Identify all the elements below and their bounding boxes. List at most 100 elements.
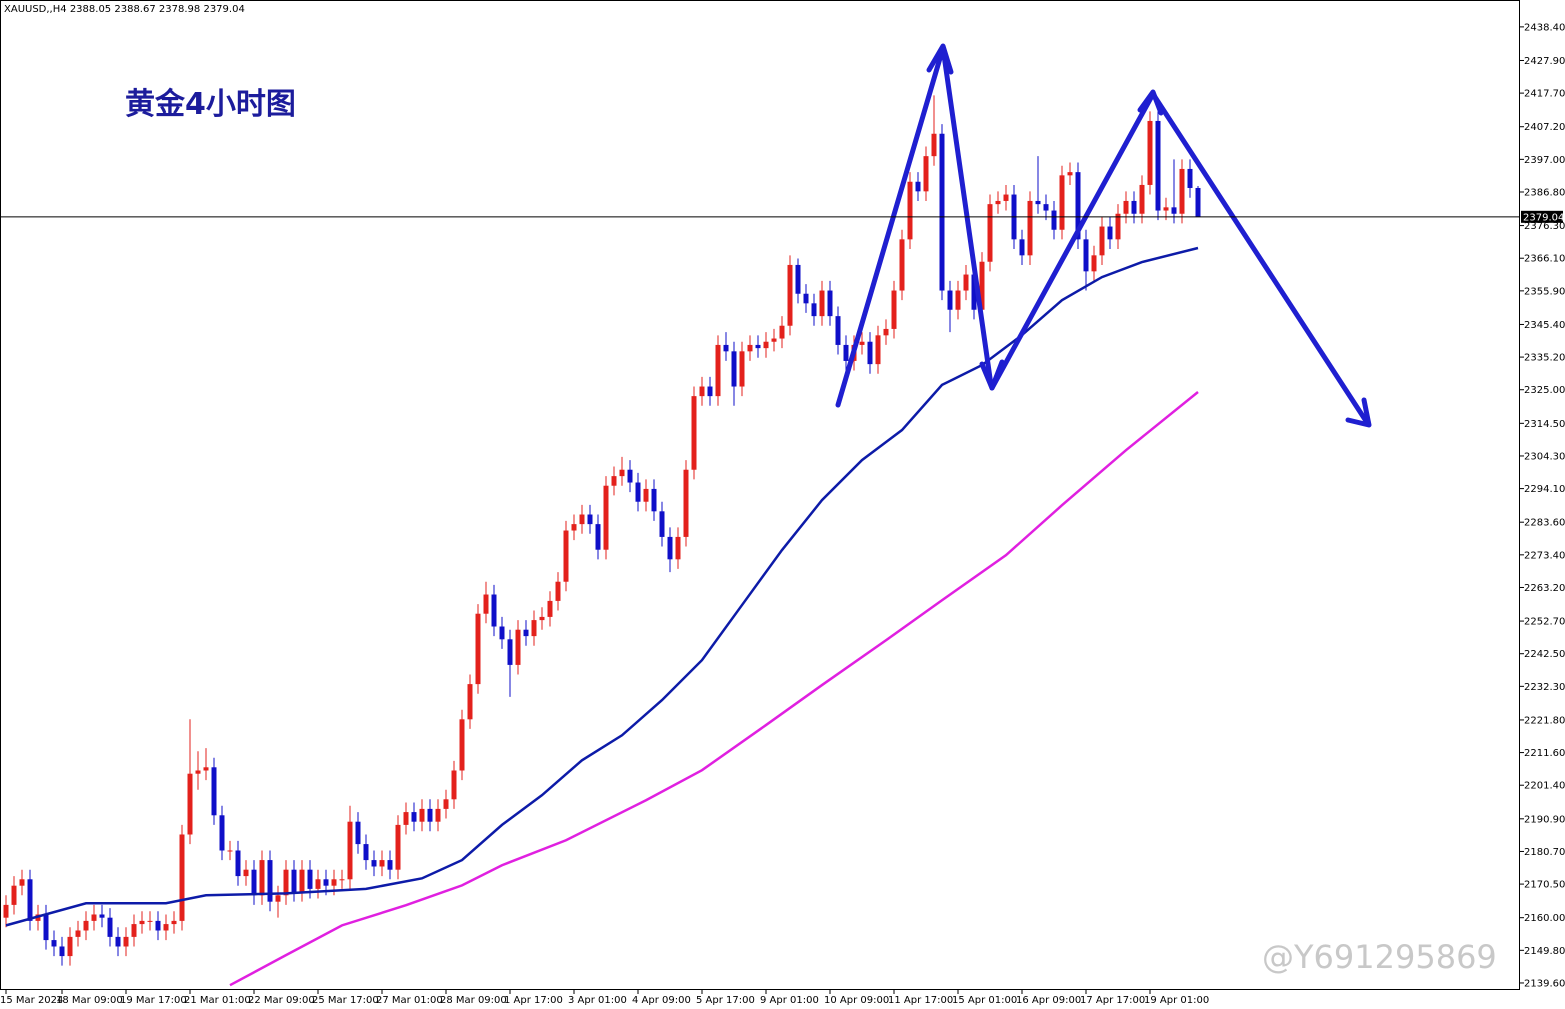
candle-body [1091,255,1097,272]
candle-body [923,156,929,192]
candle-body [595,524,601,550]
candle-body [395,824,401,870]
x-tick-label: 27 Mar 01:00 [376,995,443,1006]
candle-body [907,181,913,240]
candle-body [227,850,233,852]
candle-body [291,869,297,893]
candle-body [931,133,937,157]
candle-body [419,808,425,822]
candle-body [275,895,281,902]
y-tick-label: 2397.00 [1524,155,1565,166]
x-tick-label: 17 Apr 17:00 [1080,995,1145,1006]
candle-body [435,808,441,822]
x-tick-label: 4 Apr 09:00 [632,995,691,1006]
candle-body [723,344,729,352]
price-tag [1521,210,1563,223]
candle-body [835,316,841,345]
y-tick-label: 2294.10 [1524,484,1565,495]
candle-body [187,773,193,835]
x-tick-label: 16 Apr 09:00 [1016,995,1081,1006]
candle-body [427,808,433,822]
y-tick-label: 2139.60 [1524,978,1565,989]
candle-body [155,920,161,931]
candle-body [467,684,473,720]
x-tick-label: 18 Mar 09:00 [56,995,123,1006]
candle-body [283,869,289,896]
candle-body [475,613,481,685]
ma-line [5,246,1199,927]
candle-body [691,396,697,470]
candle-body [651,488,657,512]
candle-body [123,936,129,947]
chart-header: XAUUSD,,H4 2388.05 2388.67 2378.98 2379.… [4,4,245,15]
x-tick-label: 15 Mar 2024 [0,995,63,1006]
y-tick-label: 2252.70 [1524,617,1565,628]
y-tick-label: 2355.90 [1524,286,1565,297]
candle-body [883,328,889,336]
candle-body [955,290,961,310]
candle-body [715,344,721,397]
x-tick-label: 15 Apr 01:00 [952,995,1017,1006]
y-tick-label: 2170.50 [1524,880,1565,891]
candle-body [179,834,185,921]
candle-body [147,920,153,922]
candle-body [539,616,545,621]
candle-body [699,386,705,397]
y-tick-label: 2242.50 [1524,649,1565,660]
candle-body [83,920,89,931]
candle-body [323,879,329,886]
candle-body [27,879,33,921]
y-tick-label: 2283.60 [1524,518,1565,529]
candle-body [1035,200,1041,205]
arrow-head [1345,397,1372,428]
high-value: 2388.67 [114,4,155,15]
candle-body [219,815,225,851]
candle-body [235,850,241,877]
candle-body [915,181,921,192]
candle-body [811,303,817,317]
y-tick-label: 2438.40 [1524,22,1565,33]
candle-body [1043,204,1049,211]
candle-body [1155,120,1161,211]
candle-body [139,920,145,925]
candle-body [267,860,273,902]
candle-body [307,869,313,889]
candle-body [587,514,593,525]
x-tick-label: 9 Apr 01:00 [760,995,819,1006]
candle-body [603,485,609,550]
candle-body [667,536,673,560]
candle-body [171,920,177,925]
y-tick-label: 2221.80 [1524,715,1565,726]
y-tick-label: 2366.10 [1524,254,1565,265]
price-tag-label: 2379.04 [1523,212,1564,223]
y-tick-label: 2417.70 [1524,89,1565,100]
candle-body [1067,172,1073,176]
candle-body [59,946,65,957]
candle-body [683,469,689,537]
candle-body [891,290,897,329]
plot-area [3,95,1201,987]
candle-body [355,821,361,845]
candle-body [1083,239,1089,272]
candle-body [971,274,977,310]
x-tick-label: 25 Mar 17:00 [312,995,379,1006]
candle-body [803,293,809,304]
candle-body [779,325,785,339]
candle-body [75,930,81,937]
candle-body [387,860,393,870]
candle-body [963,274,969,291]
candle-body [579,514,585,525]
x-tick-label: 3 Apr 01:00 [568,995,627,1006]
candle-body [1051,210,1057,230]
x-tick-label: 19 Apr 01:00 [1144,995,1209,1006]
candle-body [459,719,465,771]
candle-body [195,770,201,774]
candle-body [979,261,985,310]
y-tick-label: 2407.20 [1524,122,1565,133]
candle-body [339,879,345,881]
candle-body [443,799,449,809]
watermark: @Y691295869 [1262,938,1497,976]
candle-body [499,626,505,640]
candle-body [707,386,713,397]
